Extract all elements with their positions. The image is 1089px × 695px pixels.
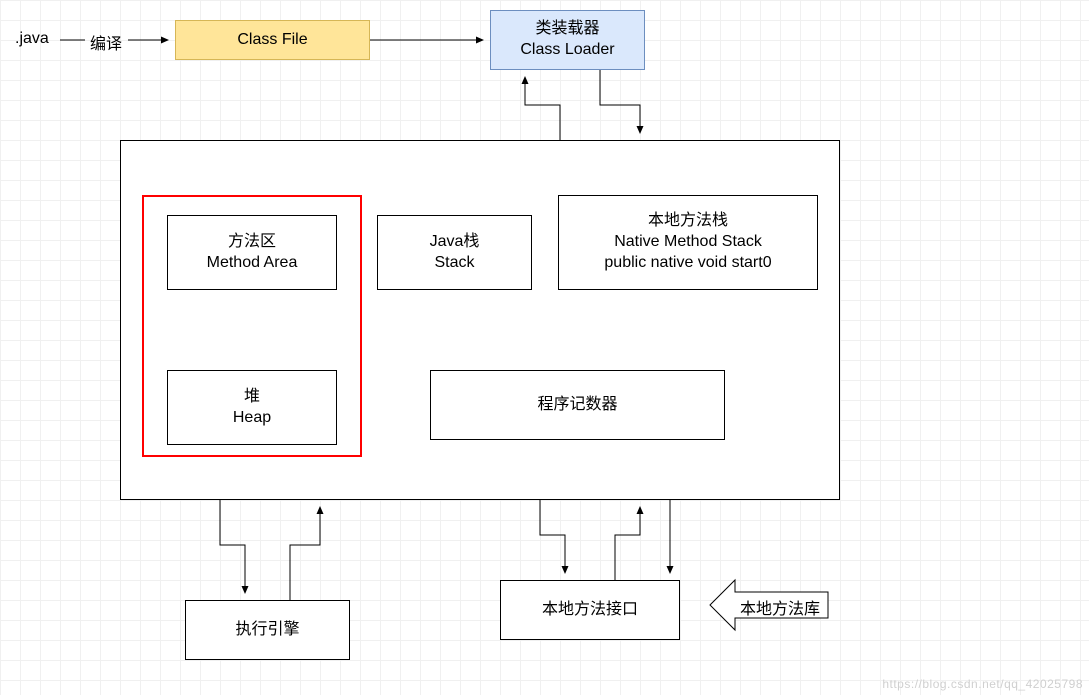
java-stack-text1: Java栈: [430, 232, 480, 253]
heap-box: 堆 Heap: [167, 370, 337, 445]
java-source-label: .java: [15, 30, 49, 48]
execution-engine-box: 执行引擎: [185, 600, 350, 660]
native-stack-text1: 本地方法栈: [648, 211, 728, 232]
execution-engine-text: 执行引擎: [235, 620, 299, 641]
java-stack-text2: Stack: [434, 253, 474, 274]
heap-text2: Heap: [233, 408, 271, 429]
pc-register-text: 程序记数器: [537, 395, 617, 416]
native-method-stack-box: 本地方法栈 Native Method Stack public native …: [558, 195, 818, 290]
native-stack-text3: public native void start0: [604, 253, 771, 274]
native-lib-label: 本地方法库: [740, 595, 820, 619]
class-file-box: Class File: [175, 20, 370, 60]
class-loader-text1: 类装载器: [535, 19, 599, 40]
java-stack-box: Java栈 Stack: [377, 215, 532, 290]
native-interface-text: 本地方法接口: [542, 600, 638, 621]
class-loader-box: 类装载器 Class Loader: [490, 10, 645, 70]
method-area-text1: 方法区: [228, 232, 276, 253]
class-loader-text2: Class Loader: [520, 40, 614, 61]
native-interface-box: 本地方法接口: [500, 580, 680, 640]
pc-register-box: 程序记数器: [430, 370, 725, 440]
method-area-box: 方法区 Method Area: [167, 215, 337, 290]
method-area-text2: Method Area: [207, 253, 298, 274]
class-file-text: Class File: [237, 30, 307, 51]
watermark-text: https://blog.csdn.net/qq_42025798: [882, 677, 1083, 691]
native-stack-text2: Native Method Stack: [614, 232, 762, 253]
compile-label: 编译: [90, 30, 122, 54]
heap-text1: 堆: [244, 387, 260, 408]
